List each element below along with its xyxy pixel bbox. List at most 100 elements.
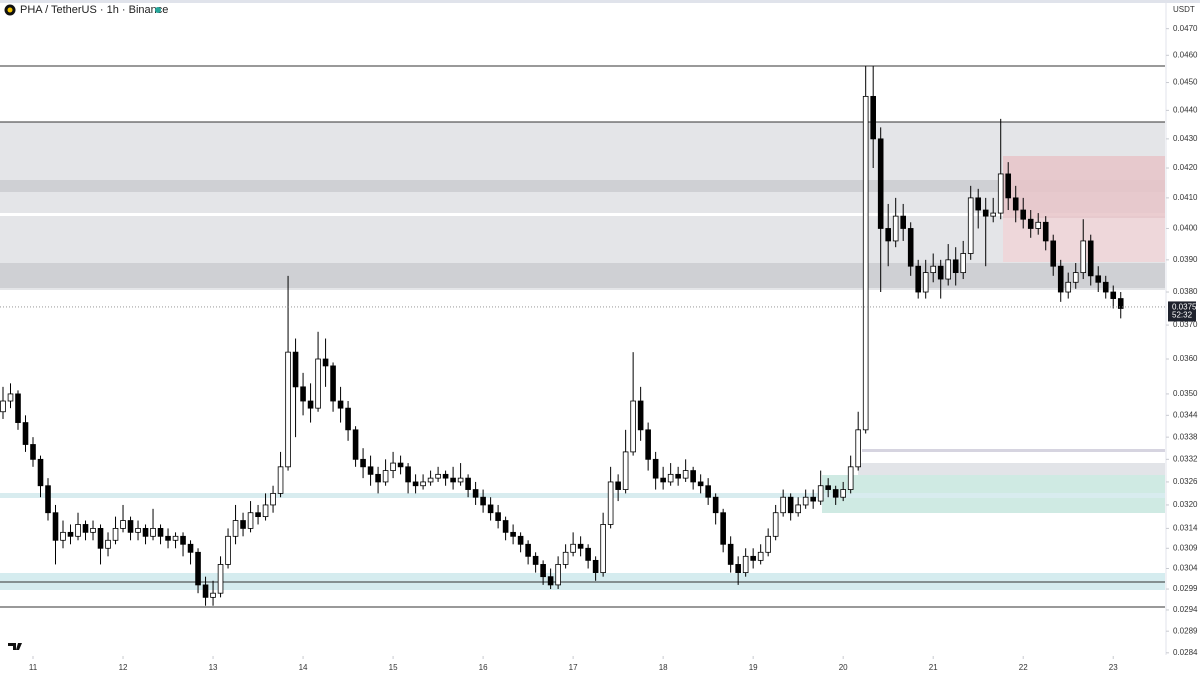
last-price-label: 0.0375 [1172,303,1197,312]
y-tick-label: 0.0294 [1173,605,1198,614]
y-axis-label: USDT [1173,5,1195,14]
candle-body [382,470,389,483]
candle-body [960,253,967,274]
candle-body [885,228,891,242]
candle-body [817,485,824,502]
x-tick-label: 11 [29,663,38,672]
x-tick-label: 23 [1109,663,1118,672]
candle-body [1065,281,1072,293]
y-tick-label: 0.0430 [1173,134,1198,143]
candle-body [412,481,419,487]
candle-body [292,351,299,388]
candle-body [300,386,306,402]
x-tick-label: 12 [119,663,128,672]
candle-body [1042,221,1049,242]
candle-body [52,512,59,541]
countdown-label: 52:32 [1172,311,1193,320]
candle-body [547,576,554,586]
top-strip [0,0,1200,3]
y-tick-label: 0.0380 [1173,287,1198,296]
candle-body [870,95,876,140]
candle-body [967,197,974,254]
candle-body [345,407,351,431]
candle-body [15,393,21,423]
y-tick-label: 0.0326 [1173,477,1198,486]
dark-band [0,180,1165,192]
candle-body [135,527,141,533]
candle-body [502,520,509,533]
candle-body [487,504,494,514]
candle-body [840,489,846,498]
candle-body [570,543,576,553]
y-tick-label: 0.0332 [1173,454,1198,463]
candle-body [187,543,194,553]
candle-body [457,477,464,483]
candle-body [772,512,779,537]
candle-body [45,485,51,514]
candle-body [945,259,952,280]
candle-body [802,496,809,506]
candle-body [247,512,254,529]
x-tick-label: 15 [389,663,398,672]
candle-body [682,470,689,479]
candle-body [75,524,81,537]
candle-body [937,265,944,280]
candle-body [330,365,336,402]
y-tick-label: 0.0370 [1173,320,1198,329]
candle-body [0,400,6,413]
candle-body [1027,218,1034,229]
candle-body [592,559,599,573]
candle-body [375,473,381,483]
candle-body [1035,221,1042,229]
candle-body [847,466,854,490]
candle-body [120,520,126,529]
candle-body [997,173,1004,214]
candle-body [232,520,239,537]
candle-body [855,429,861,468]
candle-body [1102,281,1109,293]
candle-body [742,555,749,573]
candle-body [1117,298,1124,309]
red-zone [1003,156,1165,218]
candle-body [562,551,569,565]
x-tick-label: 22 [1019,663,1028,672]
candle-body [97,527,104,549]
candle-body [217,564,224,594]
y-tick-label: 0.0360 [1173,354,1198,363]
y-tick-label: 0.0284 [1173,648,1198,657]
candle-body [1050,240,1057,267]
candle-body [922,272,929,293]
candle-body [1020,209,1027,220]
candle-body [637,400,644,431]
candle-body [930,265,937,274]
candle-body [157,527,164,537]
candle-body [607,481,614,525]
candle-body [975,197,982,211]
candle-body [697,481,704,487]
candle-body [712,496,719,514]
candle-body [832,489,839,498]
y-tick-label: 0.0450 [1173,78,1198,87]
x-tick-label: 19 [749,663,758,672]
candle-body [7,393,14,402]
y-tick-label: 0.0410 [1173,193,1198,202]
candle-body [105,539,111,549]
y-tick-label: 0.0289 [1173,626,1198,635]
candle-body [720,512,726,545]
y-tick-label: 0.0400 [1173,224,1198,233]
candle-body [780,496,786,514]
candle-body [615,481,621,490]
candle-body [270,492,276,506]
candle-body [810,496,816,502]
candle-body [427,477,434,483]
candle-body [180,535,186,545]
status-dot [155,7,161,13]
candle-body [1087,240,1094,277]
x-tick-label: 13 [209,663,218,672]
candle-body [285,351,291,468]
candle-body [795,504,801,514]
x-tick-label: 14 [299,663,308,672]
candle-body [1072,272,1079,283]
candle-body [787,496,794,514]
